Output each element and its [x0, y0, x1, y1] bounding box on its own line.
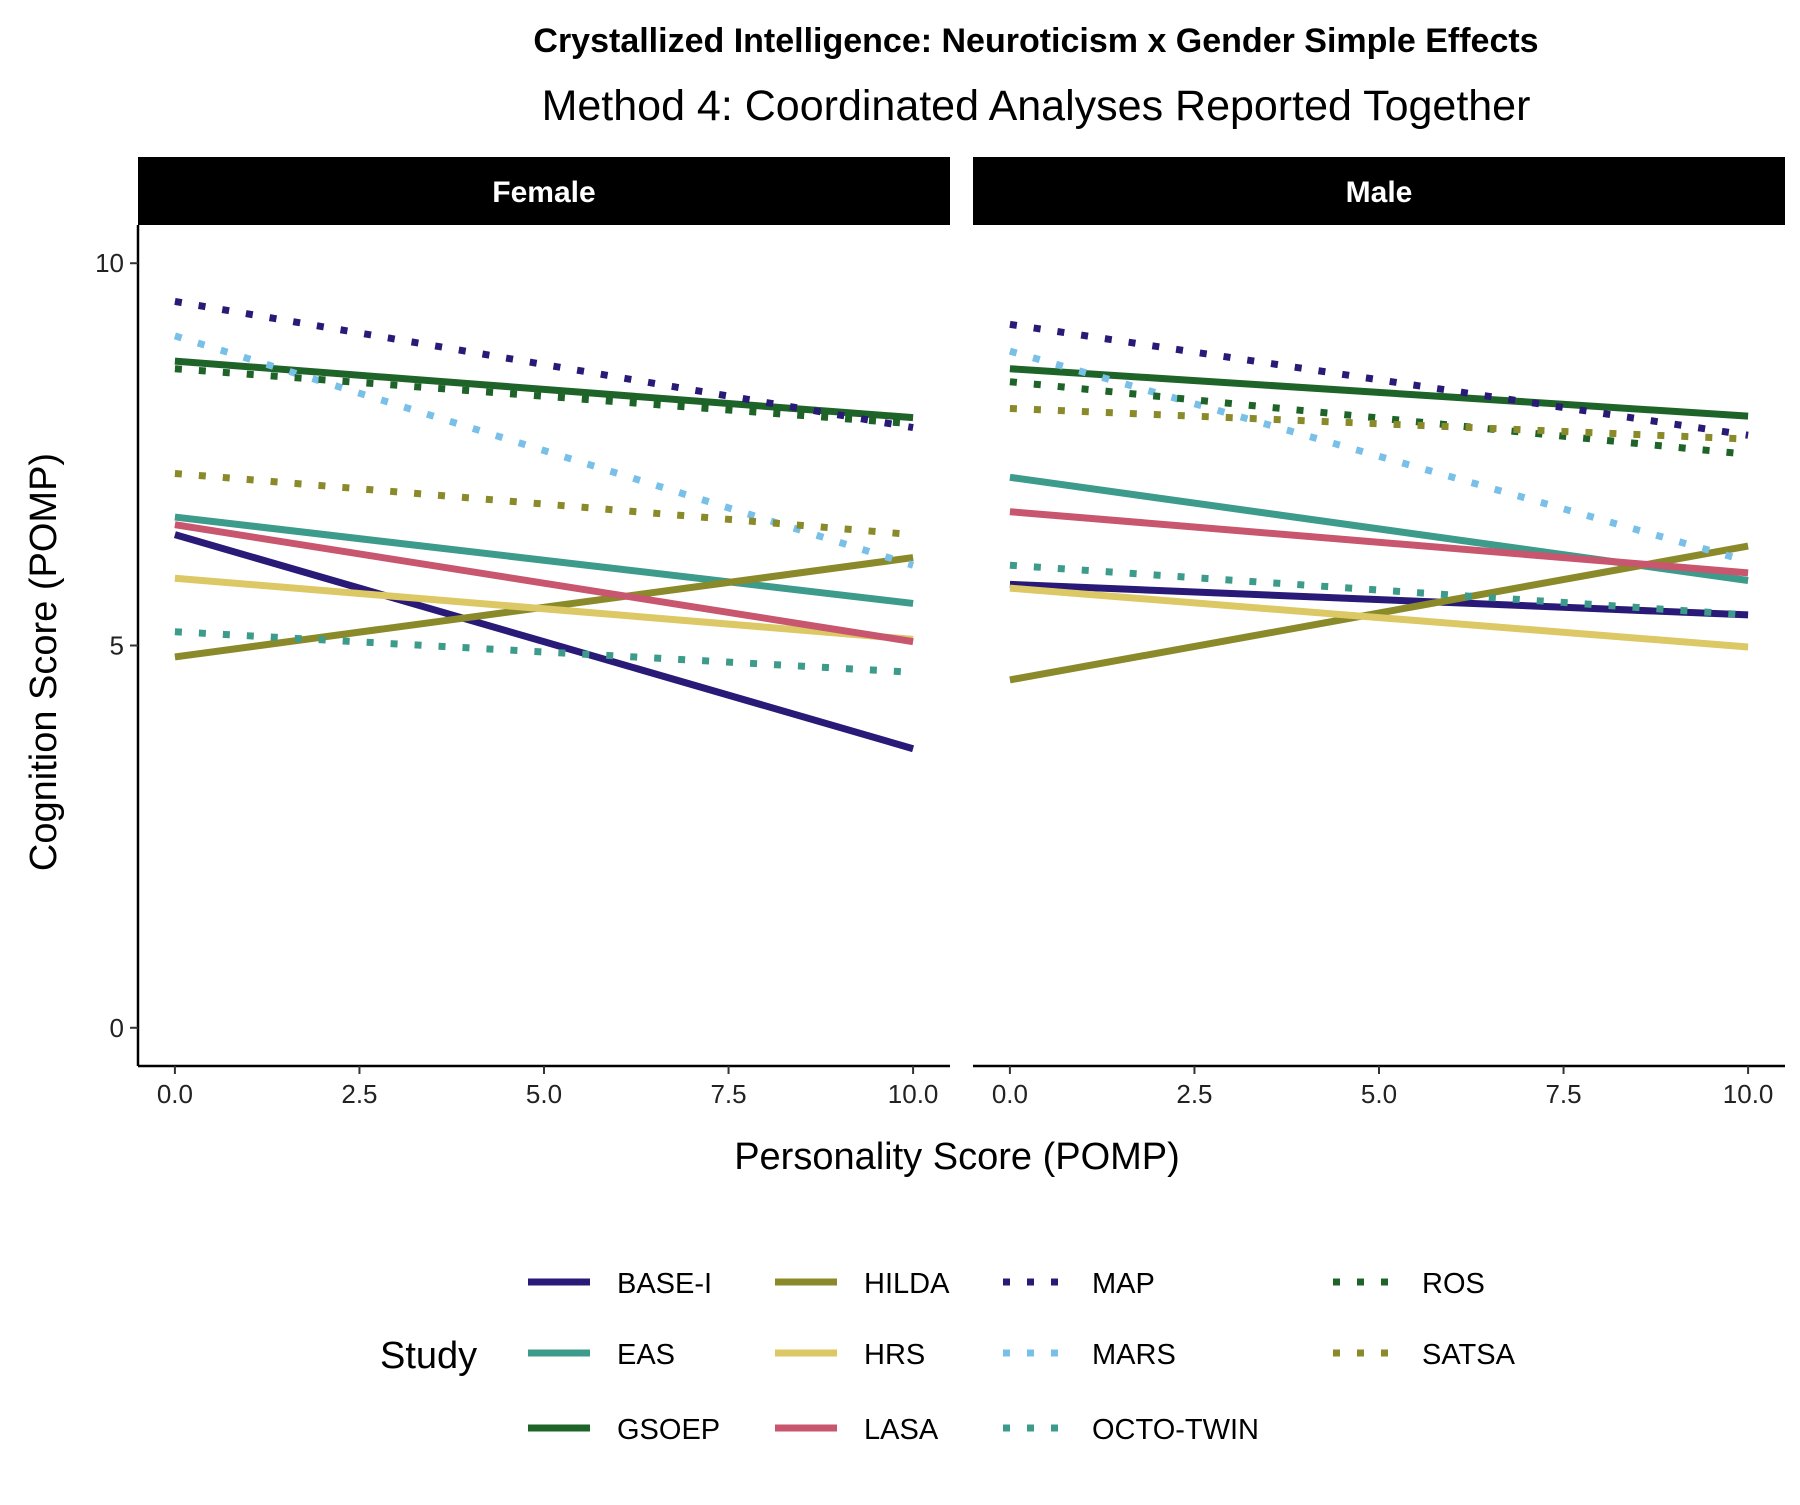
x-tick-label: 10.0 — [888, 1079, 939, 1109]
series-line-lasa-male — [1009, 508, 1749, 577]
legend-title: Study — [380, 1335, 477, 1377]
chart-title: Crystallized Intelligence: Neuroticism x… — [533, 22, 1538, 60]
y-tick-label: 0 — [110, 1013, 124, 1043]
legend-label-octo-twin: OCTO-TWIN — [1092, 1414, 1259, 1446]
y-axis-title: Cognition Score (POMP) — [23, 453, 65, 871]
series-line-octo-twin-female — [174, 628, 914, 676]
x-tick-label: 7.5 — [1545, 1079, 1581, 1109]
legend-label-base-i: BASE-I — [617, 1268, 712, 1300]
x-axis-title: Personality Score (POMP) — [734, 1136, 1180, 1178]
strip-male — [973, 157, 1785, 225]
legend-label-lasa: LASA — [864, 1414, 939, 1446]
x-tick-label: 7.5 — [710, 1079, 746, 1109]
y-tick-label: 10 — [95, 248, 124, 278]
series-line-hrs-male — [1009, 584, 1749, 651]
series-line-octo-twin-male — [1009, 561, 1749, 619]
series-line-map-female — [174, 298, 914, 432]
x-tick-label: 5.0 — [1361, 1079, 1397, 1109]
series-line-gsoep-female — [174, 357, 914, 422]
x-tick-label: 2.5 — [341, 1079, 377, 1109]
strip-label-female: Female — [492, 176, 595, 209]
legend-label-gsoep: GSOEP — [617, 1414, 720, 1446]
series-line-satsa-female — [174, 469, 914, 539]
x-tick-label: 10.0 — [1723, 1079, 1774, 1109]
series-line-hrs-female — [174, 574, 914, 643]
x-tick-label: 2.5 — [1176, 1079, 1212, 1109]
strip-label-male: Male — [1346, 176, 1413, 209]
legend-label-satsa: SATSA — [1422, 1339, 1516, 1371]
series-line-mars-female — [173, 332, 915, 569]
series-line-satsa-male — [1009, 404, 1749, 443]
x-tick-label: 0.0 — [157, 1079, 193, 1109]
panel-male: Male 0.0 2.5 5.0 7.5 10.0 — [973, 157, 1785, 1109]
series-line-lasa-female — [174, 521, 914, 646]
series-line-gsoep-male — [1009, 365, 1749, 420]
strip-female — [138, 157, 950, 225]
chart-subtitle: Method 4: Coordinated Analyses Reported … — [542, 82, 1531, 130]
legend-label-hrs: HRS — [864, 1339, 925, 1371]
legend-label-ros: ROS — [1422, 1268, 1485, 1300]
legend-label-map: MAP — [1092, 1268, 1155, 1300]
y-tick-label: 5 — [110, 631, 124, 661]
panels: Female 0 5 10 0.0 2.5 5.0 7.5 10.0 Male 0.0 2.5 5.0 7… — [95, 157, 1785, 1109]
series-line-hilda-male — [1009, 542, 1749, 684]
series-line-ros-male — [1009, 378, 1749, 458]
legend: Study BASE-I EAS GSOEP HILDA HRS LASA MAP MARS O… — [380, 1268, 1516, 1446]
legend-label-hilda: HILDA — [864, 1268, 950, 1300]
series-line-ros-female — [174, 365, 914, 428]
series-line-base-i-female — [173, 531, 915, 753]
x-tick-label: 5.0 — [526, 1079, 562, 1109]
series-line-map-male — [1009, 320, 1749, 439]
x-tick-label: 0.0 — [992, 1079, 1028, 1109]
series-line-base-i-male — [1009, 580, 1749, 619]
series-line-eas-female — [174, 513, 914, 607]
legend-label-mars: MARS — [1092, 1339, 1176, 1371]
legend-label-eas: EAS — [617, 1339, 675, 1371]
panel-female: Female 0 5 10 0.0 2.5 5.0 7.5 10.0 — [95, 157, 950, 1109]
